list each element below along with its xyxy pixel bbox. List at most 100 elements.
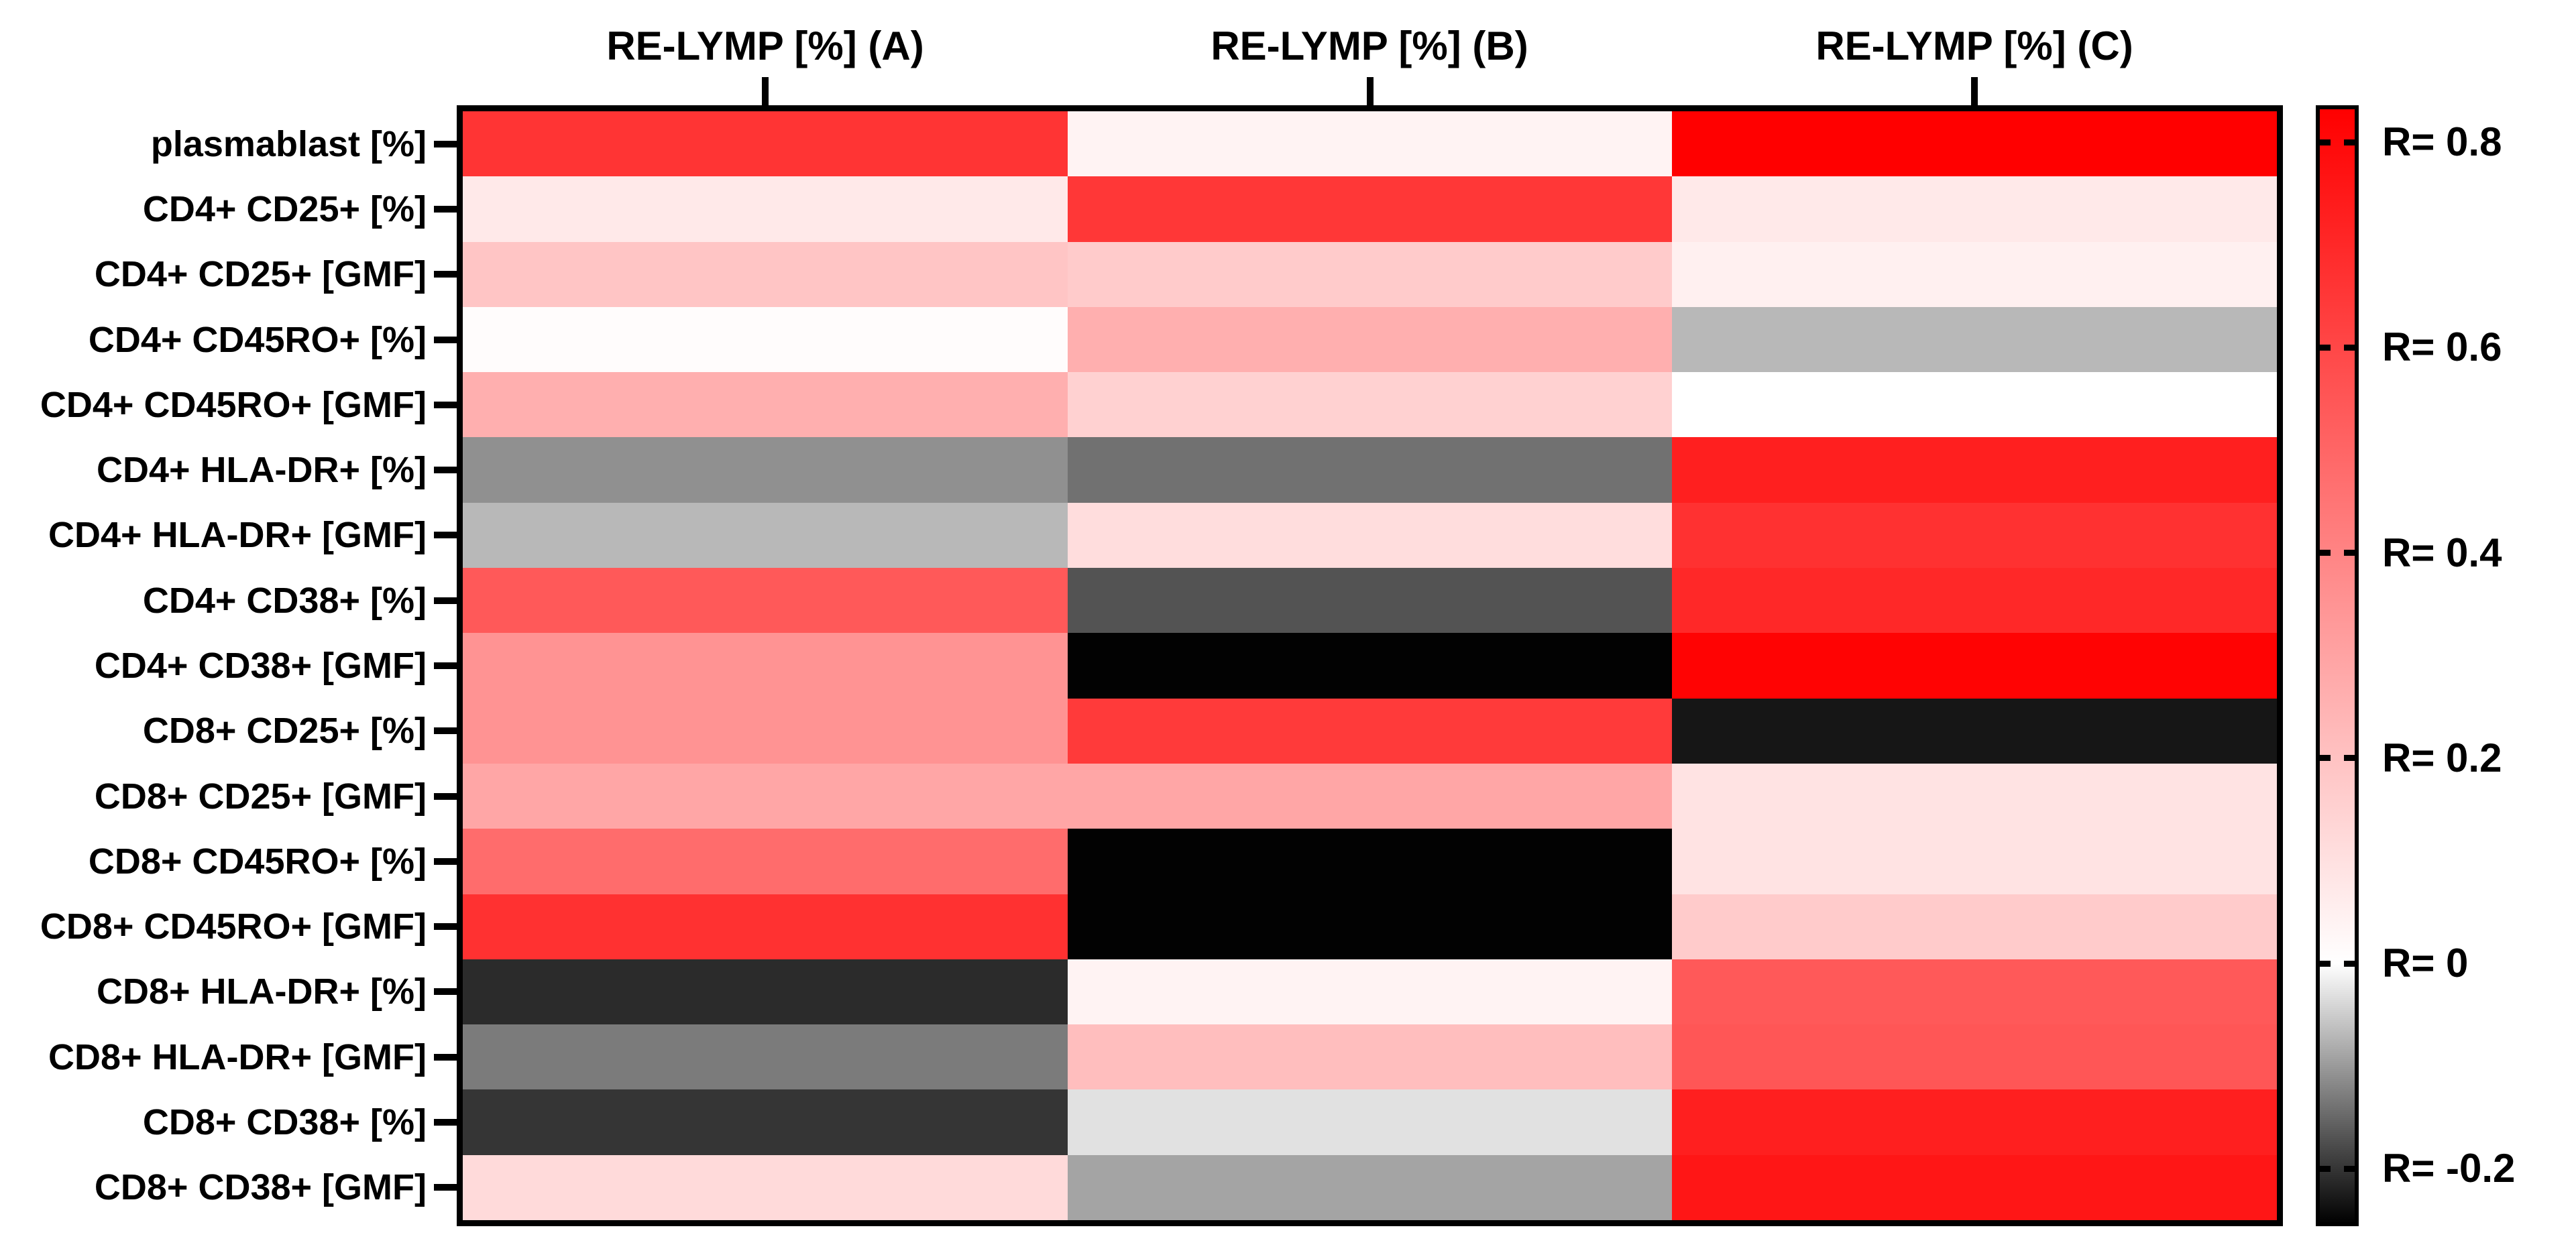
heatmap-cell: [463, 568, 1068, 634]
heatmap-cell: [1672, 372, 2277, 438]
heatmap-cell: [1067, 633, 1673, 699]
colorbar-tick: [2344, 550, 2355, 556]
row-axis-tick: [434, 140, 457, 147]
heatmap-cell: [1067, 1024, 1673, 1090]
row-axis-tick: [434, 532, 457, 539]
row-axis-tick: [434, 271, 457, 278]
colorbar: [2316, 105, 2359, 1226]
row-label: CD4+ CD25+ [%]: [142, 188, 427, 229]
colorbar-gradient: [2320, 109, 2355, 1222]
heatmap-cell: [1067, 1154, 1673, 1220]
row-label: CD4+ CD25+ [GMF]: [94, 254, 427, 295]
row-label: plasmablast [%]: [150, 123, 427, 164]
colorbar-tick: [2344, 1165, 2355, 1172]
heatmap-cell: [1672, 698, 2277, 764]
row-axis-tick: [434, 792, 457, 800]
row-label: CD4+ CD38+ [%]: [142, 580, 427, 621]
colorbar-tick-label: R= 0.2: [2382, 735, 2502, 780]
heatmap-cell: [1672, 568, 2277, 634]
row-axis-tick: [434, 1119, 457, 1126]
heatmap-cell: [1067, 241, 1673, 307]
heatmap-cell: [463, 829, 1068, 894]
row-label: CD8+ CD38+ [%]: [142, 1102, 427, 1143]
heatmap-cell: [1067, 437, 1673, 503]
heatmap-cell: [1067, 763, 1673, 829]
heatmap-cell: [1067, 568, 1673, 634]
heatmap-cell: [463, 763, 1068, 829]
row-axis-tick: [434, 662, 457, 669]
heatmap-cell: [463, 241, 1068, 307]
heatmap-cell: [1067, 1089, 1673, 1155]
colorbar-tick: [2320, 550, 2331, 556]
heatmap-cell: [1067, 111, 1673, 177]
heatmap-cell: [1672, 959, 2277, 1025]
heatmap-cell: [463, 1024, 1068, 1090]
heatmap-cell: [1067, 372, 1673, 438]
column-title-c: RE-LYMP [%] (C): [1815, 23, 2133, 68]
row-axis-tick: [434, 988, 457, 996]
row-axis-tick: [434, 597, 457, 604]
heatmap-cell: [1672, 502, 2277, 569]
row-label: CD8+ CD45RO+ [GMF]: [40, 906, 427, 947]
row-label: CD4+ CD45RO+ [GMF]: [40, 384, 427, 425]
row-label: CD4+ HLA-DR+ [%]: [96, 450, 427, 491]
heatmap-cell: [463, 306, 1068, 373]
column-axis-tick: [1366, 77, 1374, 107]
row-axis-tick: [434, 205, 457, 213]
heatmap-cell: [463, 959, 1068, 1025]
heatmap-cell: [463, 894, 1068, 959]
colorbar-tick-label: R= -0.2: [2382, 1146, 2516, 1191]
row-axis-tick: [434, 401, 457, 408]
colorbar-tick: [2344, 960, 2355, 967]
row-label: CD4+ CD38+ [GMF]: [94, 646, 427, 686]
row-label: CD4+ CD45RO+ [%]: [88, 319, 427, 360]
colorbar-tick-label: R= 0.4: [2382, 530, 2502, 575]
heatmap-cell: [1672, 241, 2277, 307]
row-label: CD8+ HLA-DR+ [%]: [96, 971, 427, 1012]
column-title-a: RE-LYMP [%] (A): [606, 23, 924, 68]
colorbar-tick: [2320, 1165, 2331, 1172]
row-label: CD8+ CD25+ [%]: [142, 711, 427, 752]
colorbar-tick: [2320, 344, 2331, 351]
heatmap-cell: [463, 1089, 1068, 1155]
colorbar-tick-label: R= 0: [2382, 941, 2469, 986]
colorbar-tick: [2344, 755, 2355, 762]
colorbar-tick: [2344, 139, 2355, 145]
heatmap-cell: [463, 698, 1068, 764]
heatmap-cell: [1067, 502, 1673, 569]
column-axis-tick: [1971, 77, 1978, 107]
row-axis-tick: [434, 1184, 457, 1191]
heatmap-cell: [1067, 959, 1673, 1025]
heatmap-cell: [1672, 1024, 2277, 1090]
heatmap-cell: [463, 437, 1068, 503]
heatmap-cell: [1672, 1154, 2277, 1220]
heatmap-cell: [463, 372, 1068, 438]
heatmap-cell: [1067, 176, 1673, 242]
heatmap-cell: [1672, 176, 2277, 242]
row-label: CD8+ CD25+ [GMF]: [94, 776, 427, 817]
heatmap-cell: [1672, 894, 2277, 959]
heatmap-cell: [463, 502, 1068, 569]
row-axis-tick: [434, 727, 457, 735]
row-label: CD8+ CD45RO+ [%]: [88, 841, 427, 882]
row-axis-tick: [434, 467, 457, 474]
colorbar-tick: [2320, 755, 2331, 762]
row-label: CD4+ HLA-DR+ [GMF]: [48, 515, 427, 556]
heatmap-cell: [463, 111, 1068, 177]
column-title-b: RE-LYMP [%] (B): [1211, 23, 1528, 68]
heatmap-cell: [463, 633, 1068, 699]
heatmap-cell: [1672, 437, 2277, 503]
heatmap-grid: [457, 105, 2283, 1226]
row-axis-tick: [434, 336, 457, 343]
heatmap-cell: [1672, 111, 2277, 177]
column-axis-tick: [761, 77, 769, 107]
row-axis-tick: [434, 857, 457, 865]
heatmap-cell: [1672, 763, 2277, 829]
colorbar-tick-label: R= 0.6: [2382, 324, 2502, 370]
heatmap-cell: [1067, 894, 1673, 959]
colorbar-tick: [2320, 139, 2331, 145]
row-axis-tick: [434, 923, 457, 931]
row-axis-tick: [434, 1053, 457, 1061]
colorbar-tick: [2344, 344, 2355, 351]
